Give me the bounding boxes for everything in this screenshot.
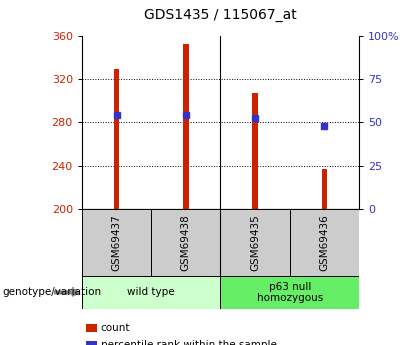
Text: GDS1435 / 115067_at: GDS1435 / 115067_at <box>144 8 297 22</box>
Bar <box>220 209 290 276</box>
Text: wild type: wild type <box>127 287 175 297</box>
Text: GSM69436: GSM69436 <box>320 214 329 271</box>
Bar <box>220 276 359 309</box>
Bar <box>151 209 220 276</box>
Bar <box>82 209 151 276</box>
Text: p63 null
homozygous: p63 null homozygous <box>257 282 323 303</box>
Bar <box>114 69 119 209</box>
Text: GSM69435: GSM69435 <box>250 214 260 271</box>
Text: percentile rank within the sample: percentile rank within the sample <box>101 340 277 345</box>
Text: count: count <box>101 323 130 333</box>
Bar <box>183 44 189 209</box>
Bar <box>322 169 327 209</box>
Bar <box>252 93 258 209</box>
Bar <box>82 276 220 309</box>
Text: genotype/variation: genotype/variation <box>2 287 101 297</box>
Text: GSM69437: GSM69437 <box>112 214 121 271</box>
Text: GSM69438: GSM69438 <box>181 214 191 271</box>
Bar <box>290 209 359 276</box>
